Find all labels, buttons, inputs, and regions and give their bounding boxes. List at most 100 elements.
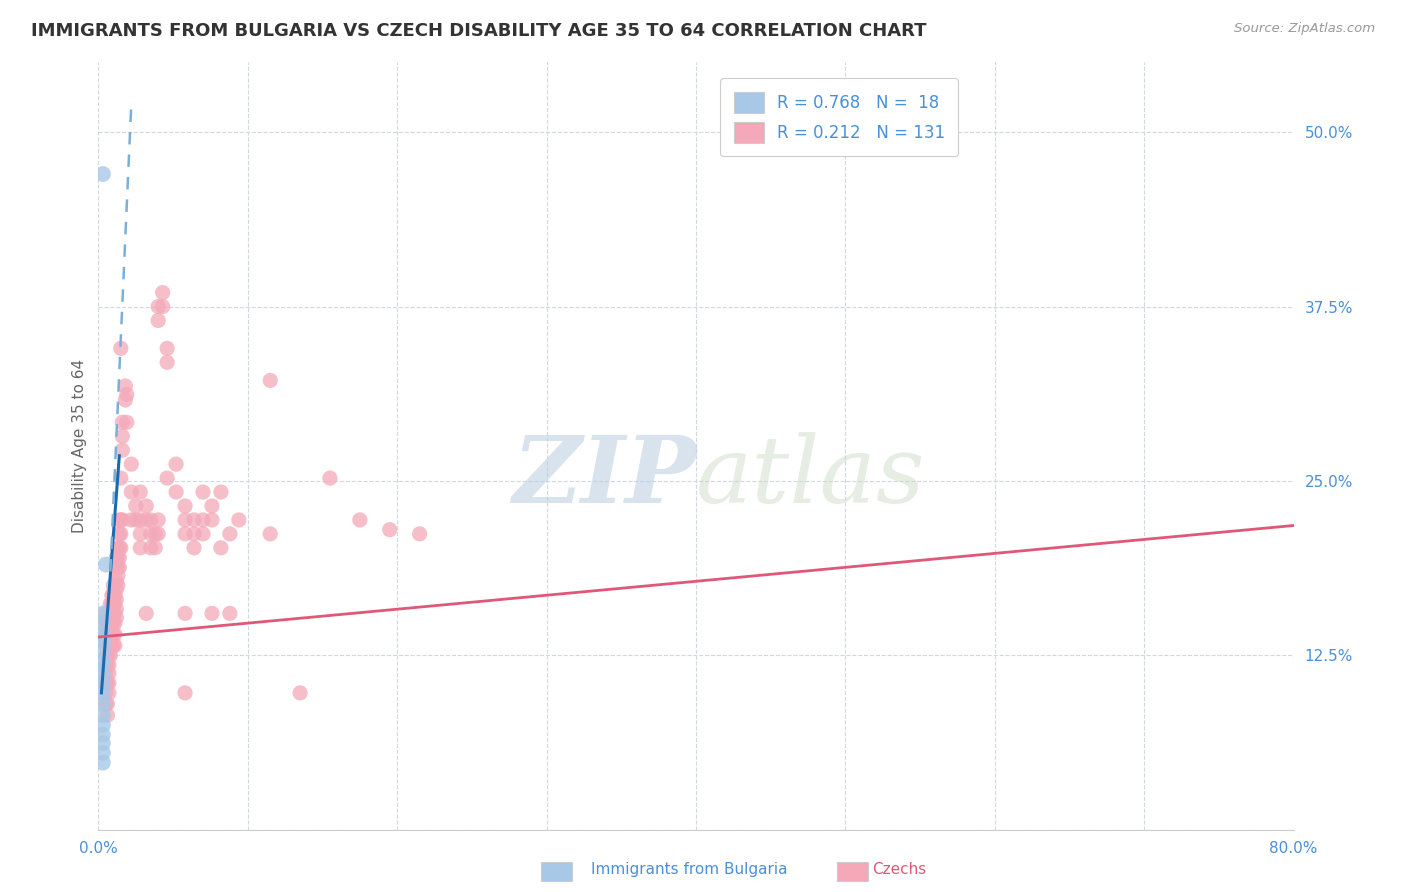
Point [94, 686, 117, 700]
Point [94, 697, 117, 711]
Point [97, 648, 120, 663]
Point [107, 550, 129, 565]
Point [408, 527, 430, 541]
Point [191, 527, 214, 541]
Point [94, 627, 117, 641]
Point [111, 415, 134, 429]
Point [259, 374, 281, 388]
Point [98, 597, 122, 611]
Point [174, 607, 197, 621]
Point [97, 657, 120, 672]
Text: IMMIGRANTS FROM BULGARIA VS CZECH DISABILITY AGE 35 TO 64 CORRELATION CHART: IMMIGRANTS FROM BULGARIA VS CZECH DISABI… [31, 22, 927, 40]
Point [165, 485, 187, 500]
Point [91, 607, 114, 621]
Point [96, 657, 118, 672]
Point [219, 607, 242, 621]
Point [105, 602, 128, 616]
Point [94, 676, 117, 690]
Point [105, 592, 128, 607]
Point [103, 616, 125, 631]
Point [148, 527, 170, 541]
Point [108, 527, 131, 541]
Point [110, 342, 132, 356]
Point [103, 639, 125, 653]
Point [148, 313, 170, 327]
Point [91, 728, 114, 742]
Point [111, 513, 134, 527]
Point [103, 588, 125, 602]
Point [135, 513, 157, 527]
Point [103, 578, 125, 592]
Point [104, 607, 127, 621]
Point [148, 300, 170, 314]
Point [165, 457, 187, 471]
Point [101, 616, 124, 631]
Point [91, 746, 114, 760]
Point [110, 471, 132, 485]
Point [101, 597, 124, 611]
Point [115, 415, 138, 429]
Point [139, 527, 162, 541]
Point [91, 167, 114, 181]
Point [91, 634, 114, 648]
Point [110, 513, 132, 527]
Point [105, 574, 128, 589]
Point [91, 686, 114, 700]
Point [98, 627, 122, 641]
Point [319, 471, 342, 485]
Point [108, 541, 131, 555]
Text: ZIP: ZIP [512, 432, 696, 522]
Point [101, 627, 124, 641]
Point [96, 648, 118, 663]
Point [108, 550, 131, 565]
Point [156, 342, 179, 356]
Point [111, 443, 134, 458]
Point [183, 527, 205, 541]
Point [378, 523, 401, 537]
Point [148, 513, 170, 527]
Point [219, 527, 242, 541]
Point [201, 607, 224, 621]
Point [94, 558, 117, 572]
Point [94, 657, 117, 672]
Point [129, 541, 152, 555]
Point [96, 627, 118, 641]
Point [129, 527, 152, 541]
Text: Source: ZipAtlas.com: Source: ZipAtlas.com [1234, 22, 1375, 36]
Point [143, 541, 166, 555]
Point [174, 513, 197, 527]
Point [104, 616, 127, 631]
Point [139, 513, 162, 527]
Text: Immigrants from Bulgaria: Immigrants from Bulgaria [591, 863, 787, 877]
Point [94, 639, 117, 653]
Text: atlas: atlas [696, 432, 925, 522]
Point [115, 387, 138, 401]
Point [288, 686, 311, 700]
Point [94, 616, 117, 631]
Point [209, 485, 232, 500]
Point [104, 588, 127, 602]
Point [183, 541, 205, 555]
Point [105, 550, 128, 565]
Point [349, 513, 371, 527]
Point [110, 541, 132, 555]
Point [97, 686, 120, 700]
Point [129, 485, 152, 500]
Point [91, 627, 114, 641]
Point [97, 607, 120, 621]
Point [94, 666, 117, 681]
Point [97, 627, 120, 641]
Point [91, 676, 114, 690]
Point [201, 513, 224, 527]
Point [91, 697, 114, 711]
Point [91, 655, 114, 669]
Point [96, 639, 118, 653]
Point [105, 560, 128, 574]
Point [201, 499, 224, 513]
Y-axis label: Disability Age 35 to 64: Disability Age 35 to 64 [72, 359, 87, 533]
Point [191, 485, 214, 500]
Point [98, 616, 122, 631]
Point [135, 499, 157, 513]
Point [91, 616, 114, 631]
Point [107, 560, 129, 574]
